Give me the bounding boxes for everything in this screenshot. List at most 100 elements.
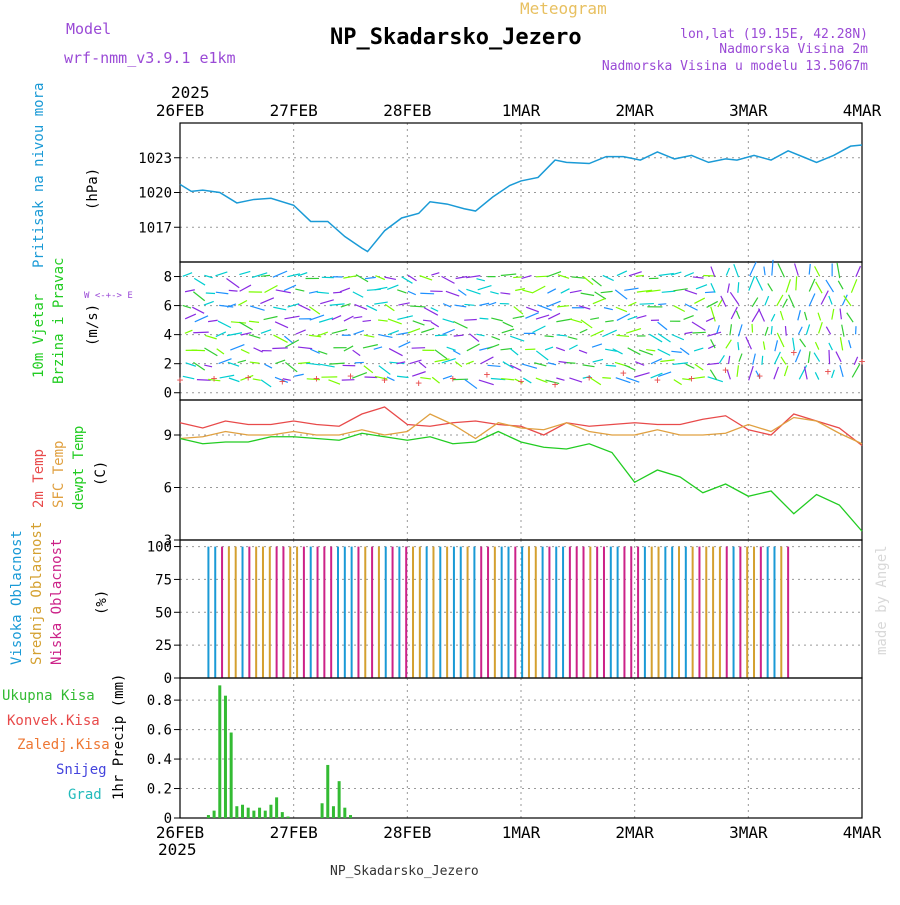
- station-title: NP_Skadarsko_Jezero: [330, 25, 582, 50]
- wind-speed-marker: +: [518, 375, 525, 388]
- wind-speed-marker: +: [313, 372, 320, 385]
- wind-speed-marker: +: [347, 369, 354, 382]
- wind-speed-marker: +: [415, 377, 422, 390]
- wind-speed-marker: +: [756, 369, 763, 382]
- wind-speed-marker: +: [484, 368, 491, 381]
- meteogram-label: Meteogram: [520, 0, 607, 18]
- precip-bar: [269, 805, 272, 818]
- precip-bar: [247, 808, 250, 818]
- cloud-label-2: Srednja Oblacnost: [29, 522, 45, 665]
- y-tick-label: 9: [164, 428, 172, 444]
- precip-bar: [207, 815, 210, 818]
- precip-bar: [252, 811, 255, 818]
- wind-speed-marker: +: [859, 355, 866, 368]
- wind-arrow: [567, 363, 576, 364]
- wind-arrow: [333, 292, 342, 293]
- top-time-label: 4MAR: [843, 101, 882, 120]
- pressure-unit: (hPa): [85, 168, 101, 210]
- wind-speed-marker: +: [211, 372, 218, 385]
- precip-label-snow: Snijeg: [56, 762, 107, 778]
- wind-arrow: [420, 293, 434, 294]
- wind-arrow: [692, 332, 705, 333]
- watermark: made by Angel: [874, 545, 890, 655]
- wind-speed-marker: +: [586, 371, 593, 384]
- y-tick-label: 25: [155, 638, 172, 654]
- wind-compass: W <-+-> E: [84, 291, 133, 301]
- y-tick-label: 0.6: [147, 723, 172, 739]
- precip-label-hail: Grad: [68, 787, 102, 803]
- wind-arrow: [464, 319, 477, 320]
- y-tick-label: 75: [155, 572, 172, 588]
- wind-label-2: Brzina i Pravac: [51, 258, 67, 384]
- temp-unit: (C): [93, 461, 109, 486]
- wind-arrow: [513, 277, 522, 278]
- wind-unit: (m/s): [85, 304, 101, 346]
- y-tick-label: 50: [155, 605, 172, 621]
- wind-arrow: [705, 292, 715, 293]
- wind-speed-marker: +: [620, 366, 627, 379]
- wind-arrow: [412, 348, 425, 349]
- precip-bar: [332, 806, 335, 818]
- wind-arrow: [536, 276, 548, 277]
- wind-arrow: [480, 318, 489, 319]
- y-tick-label: 0: [164, 671, 172, 687]
- footer-station: NP_Skadarsko_Jezero: [330, 864, 479, 879]
- precip-bar: [281, 812, 284, 818]
- wind-arrow: [658, 304, 666, 305]
- precip-bar: [264, 811, 267, 818]
- wind-arrow: [640, 304, 654, 305]
- bottom-time-label: 2MAR: [615, 823, 654, 842]
- temp-label-1: 2m Temp: [31, 449, 47, 508]
- wind-arrow: [785, 326, 786, 336]
- precip-bar: [213, 811, 216, 818]
- model-name: wrf-nmm_v3.9.1 e1km: [64, 49, 236, 67]
- top-time-label: 26FEB: [156, 101, 204, 120]
- precip-bar: [230, 733, 233, 818]
- top-time-label: 2MAR: [615, 101, 654, 120]
- wind-speed-marker: +: [688, 372, 695, 385]
- cloud-label-1: Visoka Oblacnost: [9, 530, 25, 665]
- y-tick-label: 0.2: [147, 782, 172, 798]
- wind-arrow: [193, 332, 208, 333]
- wind-arrow: [206, 293, 215, 294]
- precip-bar: [241, 805, 244, 818]
- y-tick-label: 0: [164, 386, 172, 402]
- wind-arrow: [762, 356, 763, 365]
- precip-bar: [224, 696, 227, 818]
- precip-bar: [338, 781, 341, 818]
- wind-speed-marker: +: [825, 365, 832, 378]
- wind-speed-marker: +: [552, 378, 559, 391]
- wind-speed-marker: +: [722, 363, 729, 376]
- precip-bar: [343, 808, 346, 818]
- y-tick-label: 8: [164, 270, 172, 286]
- model-elevation: Nadmorska Visina u modelu 13.5067m: [602, 59, 868, 74]
- lonlat: lon,lat (19.15E, 42.28N): [680, 27, 868, 42]
- precip-bar: [286, 817, 289, 818]
- year-bottom: 2025: [158, 840, 197, 859]
- y-tick-label: 1020: [138, 186, 172, 202]
- bottom-time-label: 3MAR: [729, 823, 768, 842]
- top-time-label: 27FEB: [270, 101, 318, 120]
- y-tick-label: 4: [164, 328, 172, 344]
- precip-label-total: Ukupna Kisa: [2, 688, 95, 704]
- wind-speed-marker: +: [177, 374, 184, 387]
- precip-bar: [218, 685, 221, 818]
- y-tick-label: 0.8: [147, 693, 172, 709]
- wind-arrow: [272, 348, 287, 349]
- bottom-time-label: 28FEB: [383, 823, 431, 842]
- precip-bar: [235, 806, 238, 818]
- wind-speed-marker: +: [381, 374, 388, 387]
- pressure-label: Pritisak na nivou mora: [31, 83, 47, 268]
- wind-arrow: [435, 335, 447, 336]
- y-tick-label: 2: [164, 357, 172, 373]
- temp-label-3: dewpt Temp: [71, 426, 87, 510]
- precip-bar: [275, 797, 278, 818]
- y-tick-label: 100: [147, 540, 172, 556]
- year-top: 2025: [171, 83, 210, 102]
- precip-unit: 1hr Precip (mm): [111, 674, 127, 800]
- top-time-label: 28FEB: [383, 101, 431, 120]
- precip-bar: [349, 815, 352, 818]
- elevation: Nadmorska Visina 2m: [719, 42, 868, 57]
